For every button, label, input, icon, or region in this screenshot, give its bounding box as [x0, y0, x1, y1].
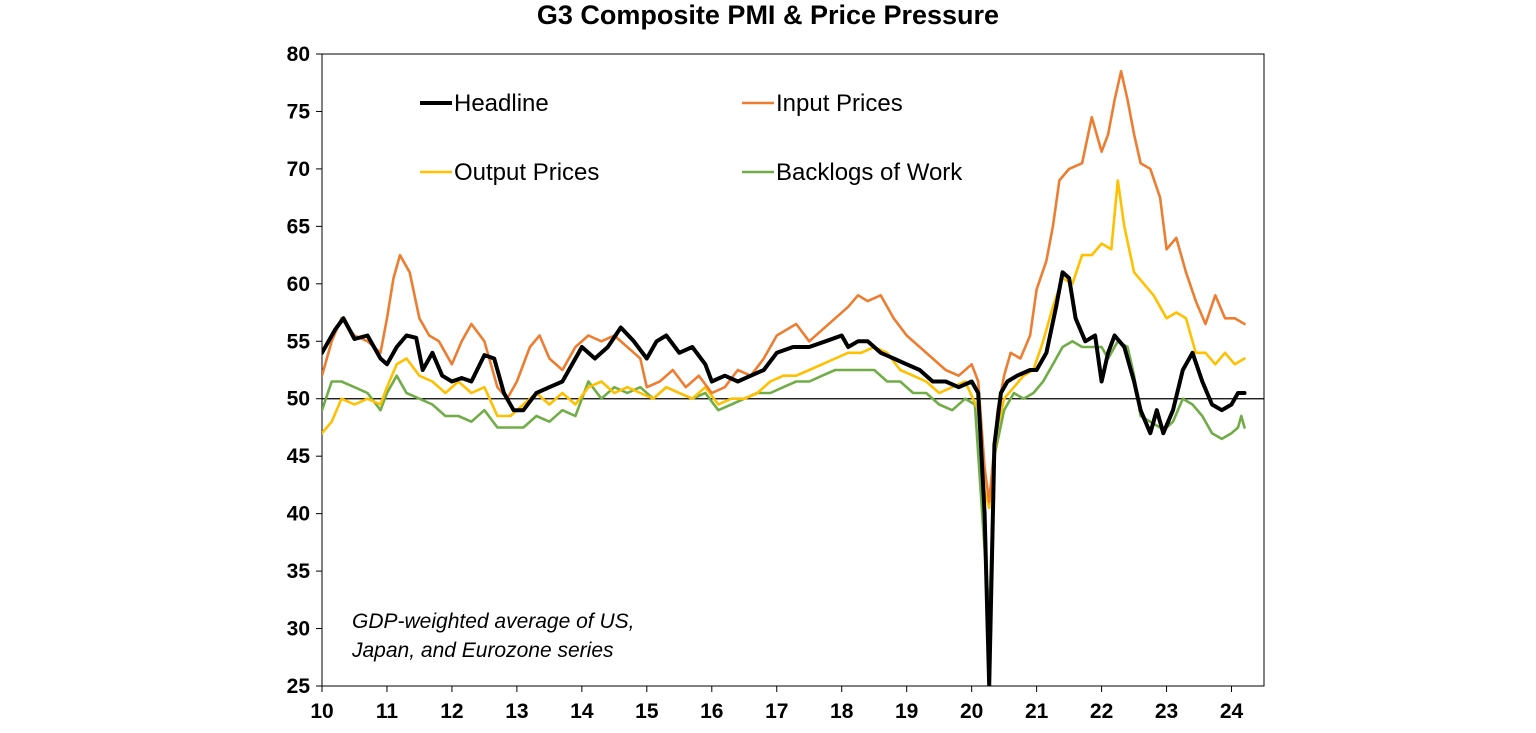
y-axis: 25 30 35 40 45 50 55 60 65 70 75 80 — [287, 43, 322, 698]
x-tick-label: 14 — [570, 700, 594, 723]
x-tick-label: 17 — [765, 700, 788, 723]
x-tick-label: 23 — [1155, 700, 1178, 723]
y-tick-label: 25 — [287, 675, 311, 698]
y-tick-label: 40 — [287, 503, 310, 526]
x-tick-label: 11 — [376, 700, 399, 723]
series-line-headline — [322, 270, 1247, 686]
y-tick-label: 80 — [287, 43, 310, 66]
x-tick-label: 20 — [960, 700, 983, 723]
y-tick-label: 35 — [287, 560, 311, 583]
legend: Headline Input Prices Output Prices Backlog… — [420, 90, 963, 186]
legend-label-backlogs-of-work: Backlogs of Work — [776, 159, 963, 186]
x-tick-label: 12 — [440, 700, 463, 723]
x-tick-label: 22 — [1090, 700, 1113, 723]
x-tick-label: 13 — [505, 700, 528, 723]
series-line-output-prices — [322, 179, 1246, 510]
annotation-note: GDP-weighted average of US, Japan, and E… — [351, 610, 634, 662]
plot-area-frame — [321, 53, 1265, 687]
annotation-line-1: GDP-weighted average of US, — [352, 610, 634, 633]
x-tick-label: 10 — [310, 700, 333, 723]
annotation-line-2: Japan, and Eurozone series — [351, 639, 614, 662]
series-lines — [322, 69, 1247, 686]
y-tick-label: 55 — [287, 330, 311, 353]
y-tick-label: 45 — [287, 445, 311, 468]
y-tick-label: 50 — [287, 388, 310, 411]
x-tick-label: 19 — [895, 700, 918, 723]
x-tick-label: 18 — [830, 700, 854, 723]
legend-label-output-prices: Output Prices — [454, 159, 599, 186]
legend-label-input-prices: Input Prices — [776, 90, 903, 117]
y-tick-label: 60 — [287, 273, 310, 296]
y-tick-label: 75 — [287, 100, 311, 123]
x-tick-label: 15 — [635, 700, 659, 723]
x-tick-label: 24 — [1220, 700, 1244, 723]
x-tick-label: 16 — [700, 700, 723, 723]
chart-title: G3 Composite PMI & Price Pressure — [537, 0, 999, 30]
y-tick-label: 70 — [287, 158, 310, 181]
series-line-input-prices — [322, 69, 1246, 504]
y-tick-label: 30 — [287, 618, 310, 641]
legend-label-headline: Headline — [454, 90, 549, 117]
x-axis: 10 11 12 13 14 15 16 17 18 19 20 21 22 23 24 — [310, 686, 1244, 723]
x-tick-label: 21 — [1025, 700, 1049, 723]
y-tick-label: 65 — [287, 215, 311, 238]
